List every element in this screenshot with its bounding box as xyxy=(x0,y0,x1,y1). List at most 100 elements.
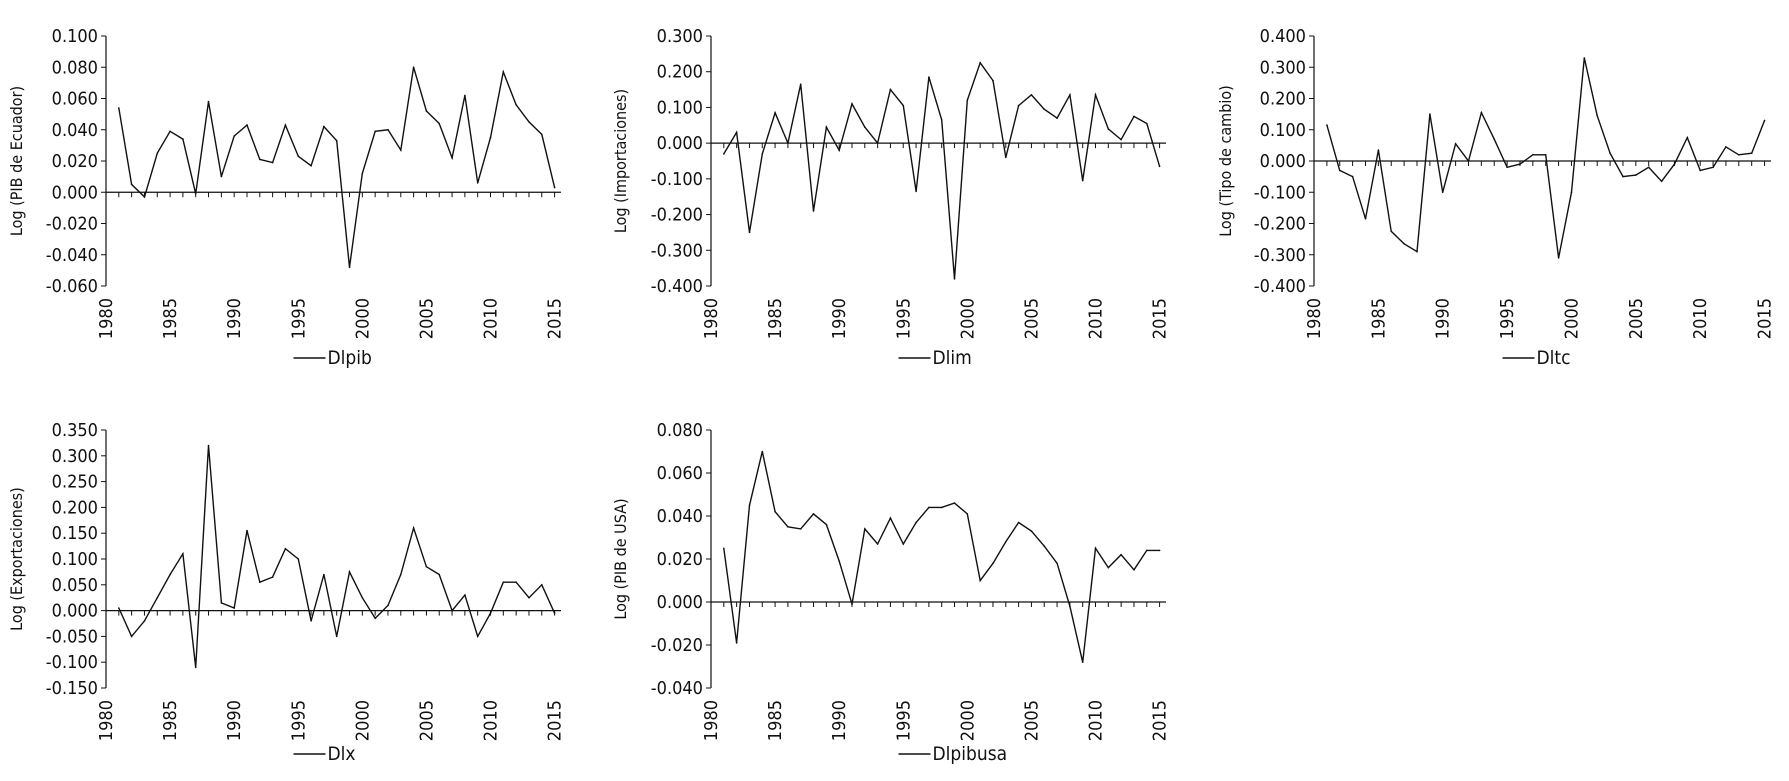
y-tick-label: 0.050 xyxy=(52,575,98,596)
data-point xyxy=(374,130,377,133)
data-point xyxy=(220,175,223,178)
y-axis-title: Log (PIB de USA) xyxy=(611,498,630,619)
data-point xyxy=(1416,250,1418,253)
data-point xyxy=(1570,191,1573,194)
x-tick-label: 1990 xyxy=(829,700,850,741)
y-tick-label: -0.100 xyxy=(46,652,98,673)
y-tick-label: 0.040 xyxy=(657,506,703,527)
data-point xyxy=(271,576,274,578)
data-point xyxy=(992,562,994,565)
x-tick-label: 1980 xyxy=(1304,298,1325,339)
chart-panel-4: 0.0800.0600.0400.0200.000-0.020-0.040198… xyxy=(611,420,1171,765)
data-point xyxy=(1699,169,1701,172)
data-point xyxy=(851,103,853,105)
data-point xyxy=(387,129,389,131)
legend: Dlim xyxy=(898,347,972,369)
y-tick-label: 0.080 xyxy=(52,57,98,78)
data-point xyxy=(953,502,956,504)
data-point xyxy=(143,196,146,198)
data-point xyxy=(502,581,505,583)
chart-panel-1: 0.300 0.200 0.100 0.000 -0.100 -0.200 -0.300 -0… xyxy=(611,26,1171,369)
x-tick-label: 1995 xyxy=(893,700,914,741)
data-point xyxy=(323,573,325,576)
y-tick-label: 0.200 xyxy=(52,497,98,518)
data-point xyxy=(928,506,930,509)
data-point xyxy=(1686,136,1689,139)
series-line-dlx xyxy=(118,445,556,668)
y-tick-label: 0.300 xyxy=(657,26,703,47)
data-point xyxy=(876,142,879,144)
data-point xyxy=(476,635,479,638)
y-tick-label: -0.100 xyxy=(651,169,703,190)
legend-label: Dlpib xyxy=(328,347,372,369)
data-point xyxy=(1441,191,1444,194)
data-point xyxy=(259,158,261,161)
x-tick-label: 2015 xyxy=(1150,700,1171,741)
data-point xyxy=(1030,530,1033,532)
data-point xyxy=(425,110,428,112)
data-point xyxy=(528,121,530,123)
data-point xyxy=(1647,166,1650,169)
data-point xyxy=(528,596,530,599)
data-point xyxy=(889,517,892,519)
x-tick-label: 1980 xyxy=(96,700,117,741)
data-point xyxy=(723,547,725,550)
x-tick-label: 1990 xyxy=(829,298,850,339)
y-axis-title: Log (Importaciones) xyxy=(611,89,630,233)
data-point xyxy=(787,526,789,528)
data-point xyxy=(246,529,248,532)
data-point xyxy=(979,579,981,582)
data-point xyxy=(361,172,364,175)
data-point xyxy=(1069,605,1071,608)
y-tick-label: -0.020 xyxy=(46,214,98,235)
y-tick-label: 0.150 xyxy=(52,523,98,544)
y-tick-label: 0.000 xyxy=(52,601,98,622)
data-point xyxy=(400,573,402,576)
data-point xyxy=(1133,569,1135,571)
data-point xyxy=(1081,661,1084,663)
data-point xyxy=(156,152,159,154)
data-point xyxy=(940,119,943,121)
y-tick-label: -0.060 xyxy=(46,276,98,297)
y-tick-label: 0.200 xyxy=(1260,89,1306,110)
data-point xyxy=(864,126,866,128)
data-point xyxy=(774,112,776,114)
data-point xyxy=(1738,154,1740,156)
data-point xyxy=(412,66,415,68)
x-tick-label: 1980 xyxy=(96,298,117,339)
data-point xyxy=(246,124,248,126)
y-tick-label: -0.400 xyxy=(651,276,703,297)
data-point xyxy=(130,183,133,186)
y-axis-title: Log (Tipo de cambio) xyxy=(1216,85,1235,237)
y-tick-label: -0.050 xyxy=(46,626,98,647)
data-point xyxy=(838,560,840,562)
data-point xyxy=(1519,163,1521,165)
x-tick-label: 2015 xyxy=(545,700,566,741)
x-tick-label: 1980 xyxy=(701,298,722,339)
data-point xyxy=(1056,562,1058,565)
data-point xyxy=(1622,175,1624,178)
data-point xyxy=(233,135,235,137)
data-point xyxy=(130,635,133,638)
data-point xyxy=(438,573,441,576)
data-point xyxy=(489,136,492,139)
data-point xyxy=(1467,160,1470,162)
y-tick-label: 0.350 xyxy=(52,420,98,441)
data-point xyxy=(233,607,235,609)
data-point xyxy=(335,635,338,638)
legend-label: Dlx xyxy=(328,743,356,765)
data-point xyxy=(182,138,184,140)
data-point xyxy=(348,571,351,573)
y-tick-label: 0.000 xyxy=(657,133,703,154)
data-point xyxy=(323,125,325,128)
x-tick-label: 2005 xyxy=(416,298,437,339)
data-point xyxy=(966,513,969,515)
legend-label: Dlim xyxy=(933,347,972,369)
data-point xyxy=(143,620,146,622)
data-point xyxy=(400,149,402,151)
data-point xyxy=(1750,152,1753,154)
data-point xyxy=(735,131,738,134)
data-point xyxy=(1133,115,1135,118)
x-tick-label: 2000 xyxy=(957,298,978,339)
x-tick-label: 2000 xyxy=(352,298,373,339)
